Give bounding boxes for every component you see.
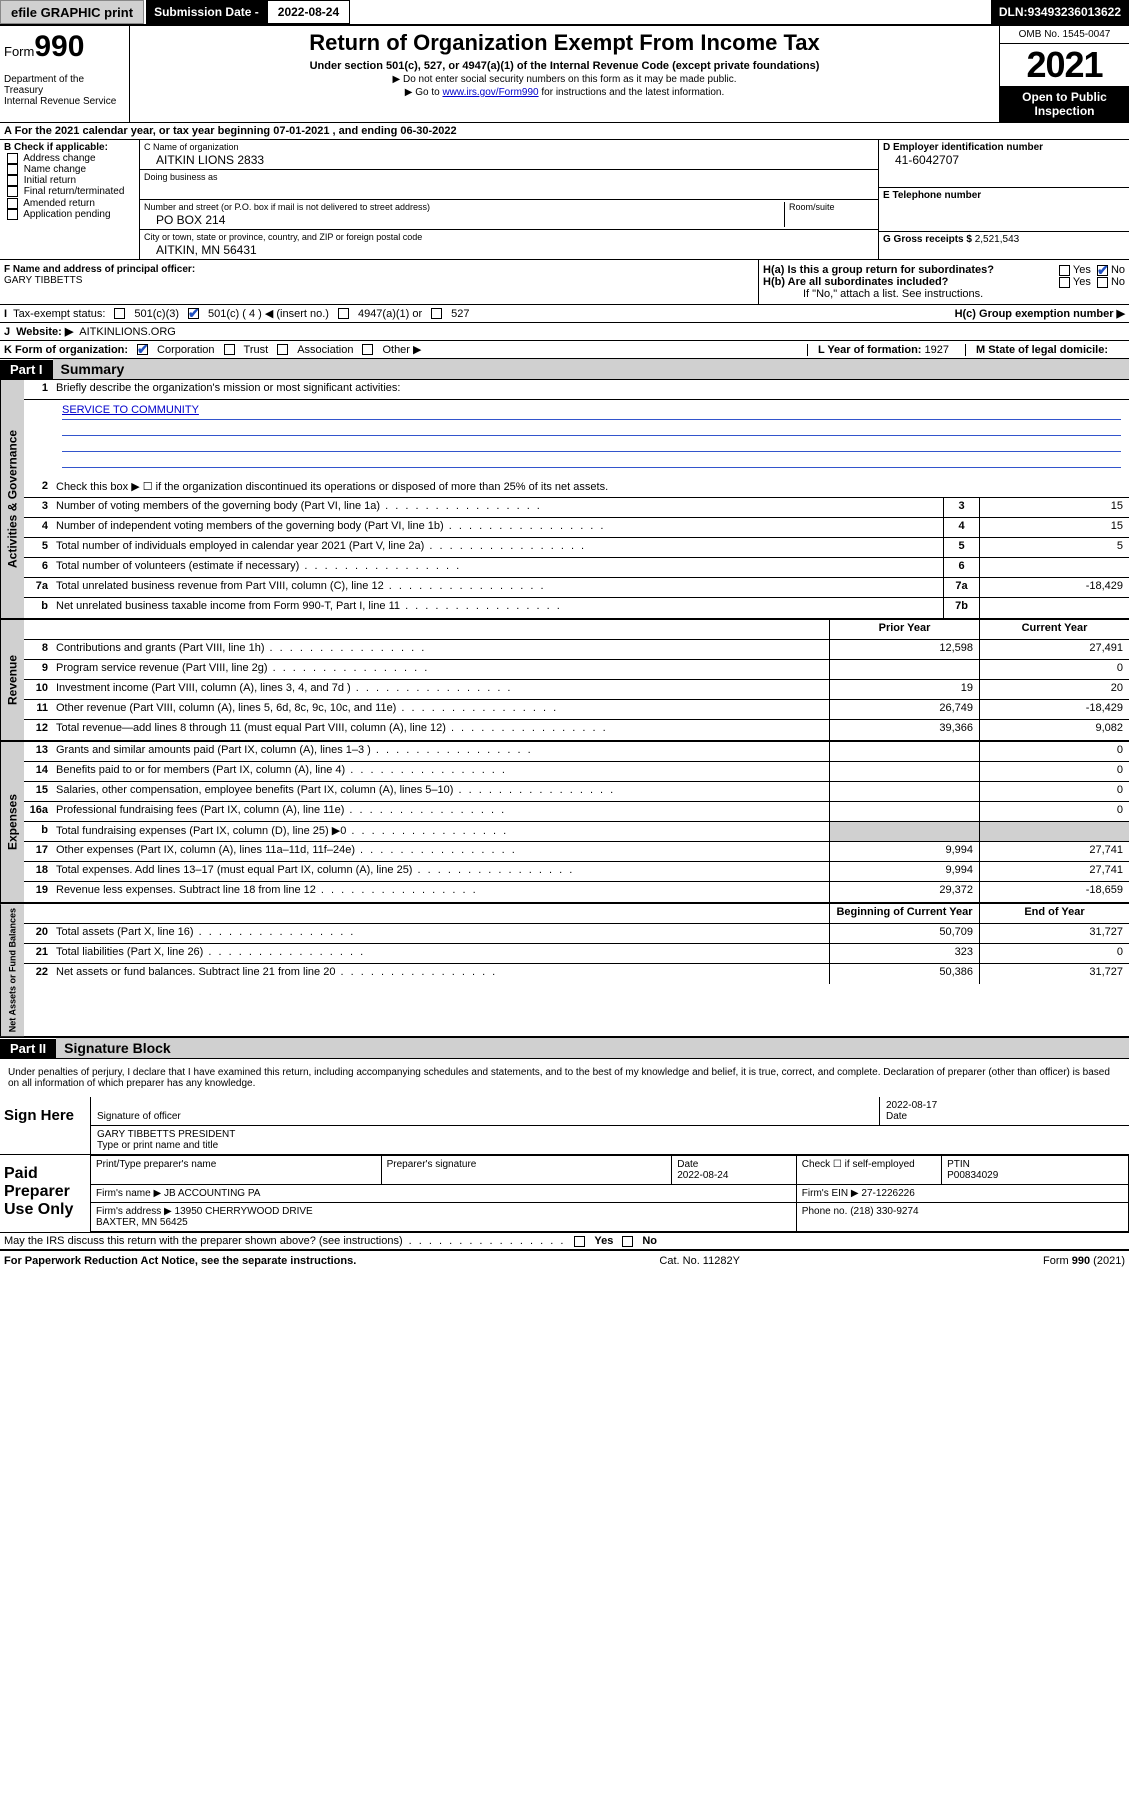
firm-name: JB ACCOUNTING PA — [164, 1188, 261, 1199]
row-21: 21Total liabilities (Part X, line 26) 32… — [24, 944, 1129, 964]
efile-print-button[interactable]: efile GRAPHIC print — [0, 0, 144, 24]
chk-501c[interactable] — [188, 308, 199, 319]
row-7a: 7aTotal unrelated business revenue from … — [24, 578, 1129, 598]
chk-other[interactable] — [362, 344, 373, 355]
penalty-text: Under penalties of perjury, I declare th… — [0, 1059, 1129, 1097]
chk-527[interactable] — [431, 308, 442, 319]
form-number: Form990 — [4, 30, 125, 64]
vtab-revenue: Revenue — [0, 620, 24, 740]
section-revenue: Revenue Prior YearCurrent Year 8Contribu… — [0, 620, 1129, 742]
row-17: 17Other expenses (Part IX, column (A), l… — [24, 842, 1129, 862]
website: AITKINLIONS.ORG — [79, 326, 176, 338]
row-16a: 16aProfessional fundraising fees (Part I… — [24, 802, 1129, 822]
dept-treasury: Department of the Treasury Internal Reve… — [4, 74, 125, 107]
ein: 41-6042707 — [883, 153, 959, 167]
row-14: 14Benefits paid to or for members (Part … — [24, 762, 1129, 782]
row-20: 20Total assets (Part X, line 16) 50,7093… — [24, 924, 1129, 944]
row-b: bTotal fundraising expenses (Part IX, co… — [24, 822, 1129, 842]
row-3: 3Number of voting members of the governi… — [24, 498, 1129, 518]
line-klm: K Form of organization: Corporation Trus… — [0, 341, 1129, 359]
page-footer: For Paperwork Reduction Act Notice, see … — [0, 1250, 1129, 1271]
dln-label: DLN: 93493236013622 — [991, 0, 1129, 24]
row-6: 6Total number of volunteers (estimate if… — [24, 558, 1129, 578]
form-header: Form990 Department of the Treasury Inter… — [0, 26, 1129, 123]
may-yes[interactable] — [574, 1236, 585, 1247]
chk-corp[interactable] — [137, 344, 148, 355]
topbar: efile GRAPHIC print Submission Date - 20… — [0, 0, 1129, 26]
sign-here-block: Sign Here Signature of officer 2022-08-1… — [0, 1097, 1129, 1155]
section-expenses: Expenses 13Grants and similar amounts pa… — [0, 742, 1129, 904]
row-5: 5Total number of individuals employed in… — [24, 538, 1129, 558]
chk-app-pending[interactable] — [7, 209, 18, 220]
chk-assoc[interactable] — [277, 344, 288, 355]
open-public-badge: Open to Public Inspection — [1000, 86, 1129, 122]
form-title: Return of Organization Exempt From Incom… — [136, 30, 993, 56]
row-4: 4Number of independent voting members of… — [24, 518, 1129, 538]
hb-no[interactable] — [1097, 277, 1108, 288]
city: AITKIN, MN 56431 — [144, 243, 257, 257]
line-i: I Tax-exempt status: 501(c)(3) 501(c) ( … — [0, 305, 1129, 323]
chk-final-return[interactable] — [7, 186, 18, 197]
section-netassets: Net Assets or Fund Balances Beginning of… — [0, 904, 1129, 1038]
ha-yes[interactable] — [1059, 265, 1070, 276]
row-8: 8Contributions and grants (Part VIII, li… — [24, 640, 1129, 660]
section-activities: Activities & Governance 1Briefly describ… — [0, 380, 1129, 620]
line-a: A For the 2021 calendar year, or tax yea… — [0, 123, 1129, 140]
part2-header: Part II Signature Block — [0, 1038, 1129, 1059]
tax-year: 2021 — [1000, 44, 1129, 86]
officer-name: GARY TIBBETTS — [4, 275, 82, 286]
chk-trust[interactable] — [224, 344, 235, 355]
vtab-expenses: Expenses — [0, 742, 24, 902]
row-13: 13Grants and similar amounts paid (Part … — [24, 742, 1129, 762]
street: PO BOX 214 — [144, 213, 225, 227]
submission-date-label: Submission Date - — [146, 0, 267, 24]
signer-name: GARY TIBBETTS PRESIDENT — [97, 1129, 235, 1140]
ssn-note: ▶ Do not enter social security numbers o… — [136, 74, 993, 85]
mission-link[interactable]: SERVICE TO COMMUNITY — [62, 404, 199, 416]
part1-header: Part I Summary — [0, 359, 1129, 380]
row-11: 11Other revenue (Part VIII, column (A), … — [24, 700, 1129, 720]
irs-link[interactable]: www.irs.gov/Form990 — [442, 87, 538, 98]
section-fh: F Name and address of principal officer:… — [0, 260, 1129, 305]
may-no[interactable] — [622, 1236, 633, 1247]
row-b: bNet unrelated business taxable income f… — [24, 598, 1129, 618]
line-j: J Website: ▶ AITKINLIONS.ORG — [0, 323, 1129, 341]
chk-initial-return[interactable] — [7, 175, 18, 186]
row-9: 9Program service revenue (Part VIII, lin… — [24, 660, 1129, 680]
ha-no[interactable] — [1097, 265, 1108, 276]
vtab-netassets: Net Assets or Fund Balances — [0, 904, 24, 1036]
may-discuss: May the IRS discuss this return with the… — [0, 1233, 1129, 1250]
chk-4947[interactable] — [338, 308, 349, 319]
omb-number: OMB No. 1545-0047 — [1000, 26, 1129, 44]
mission-text: SERVICE TO COMMUNITY — [24, 400, 1129, 478]
instructions-link-line: ▶ Go to www.irs.gov/Form990 for instruct… — [136, 87, 993, 98]
gross-receipts: 2,521,543 — [975, 234, 1020, 245]
row-10: 10Investment income (Part VIII, column (… — [24, 680, 1129, 700]
col-b-checkboxes: B Check if applicable: Address change Na… — [0, 140, 140, 259]
chk-name-change[interactable] — [7, 164, 18, 175]
row-18: 18Total expenses. Add lines 13–17 (must … — [24, 862, 1129, 882]
form-subtitle: Under section 501(c), 527, or 4947(a)(1)… — [136, 60, 993, 72]
row-22: 22Net assets or fund balances. Subtract … — [24, 964, 1129, 984]
vtab-activities: Activities & Governance — [0, 380, 24, 618]
chk-501c3[interactable] — [114, 308, 125, 319]
chk-amended[interactable] — [7, 198, 18, 209]
chk-address-change[interactable] — [7, 153, 18, 164]
paid-preparer-block: Paid Preparer Use Only Print/Type prepar… — [0, 1155, 1129, 1233]
row-19: 19Revenue less expenses. Subtract line 1… — [24, 882, 1129, 902]
submission-date-value: 2022-08-24 — [267, 0, 350, 24]
org-name: AITKIN LIONS 2833 — [144, 153, 264, 167]
section-bcde: B Check if applicable: Address change Na… — [0, 140, 1129, 260]
hb-yes[interactable] — [1059, 277, 1070, 288]
row-15: 15Salaries, other compensation, employee… — [24, 782, 1129, 802]
row-12: 12Total revenue—add lines 8 through 11 (… — [24, 720, 1129, 740]
